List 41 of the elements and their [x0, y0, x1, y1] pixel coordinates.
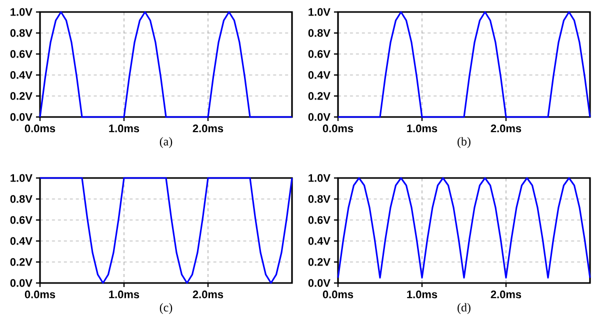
x-tick-label: 0.0ms — [322, 290, 354, 298]
y-tick-label: 0.0V — [10, 279, 32, 287]
y-tick-label: 0.0V — [10, 113, 32, 121]
x-tick-label: 2.0ms — [192, 124, 224, 132]
y-tick-label: 0.2V — [308, 92, 330, 100]
y-tick-label: 0.4V — [308, 237, 330, 245]
x-tick-label: 1.0ms — [109, 290, 140, 298]
x-tick-label: 1.0ms — [407, 290, 438, 298]
y-tick-label: 0.8V — [308, 195, 330, 203]
y-tick-label: 0.8V — [10, 195, 32, 203]
y-tick-label: 1.0V — [308, 174, 330, 182]
y-tick-label: 0.2V — [10, 92, 32, 100]
x-tick-label: 0.0ms — [24, 124, 56, 132]
y-tick-label: 0.6V — [10, 50, 32, 58]
x-tick-label: 2.0ms — [490, 124, 522, 132]
x-axis-title: (b) — [458, 137, 470, 148]
x-tick-label: 0.0ms — [24, 290, 56, 298]
x-tick-label: 2.0ms — [192, 290, 224, 298]
y-tick-label: 0.8V — [10, 29, 32, 37]
x-axis-title: (d) — [458, 303, 470, 314]
x-tick-label: 0.0ms — [322, 124, 354, 132]
y-tick-label: 0.6V — [308, 216, 330, 224]
y-tick-label: 0.4V — [10, 237, 32, 245]
y-tick-label: 0.4V — [10, 71, 32, 79]
y-tick-label: 0.6V — [10, 216, 32, 224]
y-tick-label: 0.0V — [308, 279, 330, 287]
x-tick-label: 2.0ms — [490, 290, 522, 298]
x-tick-label: 1.0ms — [109, 124, 140, 132]
line-series — [337, 177, 591, 279]
y-tick-label: 0.6V — [308, 50, 330, 58]
y-tick-label: 1.0V — [308, 8, 330, 16]
x-axis-title: (a) — [160, 137, 172, 148]
y-tick-label: 0.2V — [308, 258, 330, 266]
y-tick-label: 0.8V — [308, 29, 330, 37]
y-tick-label: 0.0V — [308, 113, 330, 121]
y-tick-label: 0.4V — [308, 71, 330, 79]
x-tick-label: 1.0ms — [407, 124, 438, 132]
y-tick-label: 1.0V — [10, 8, 32, 16]
y-tick-label: 1.0V — [10, 174, 32, 182]
x-axis-title: (c) — [160, 303, 172, 314]
y-tick-label: 0.2V — [10, 258, 32, 266]
